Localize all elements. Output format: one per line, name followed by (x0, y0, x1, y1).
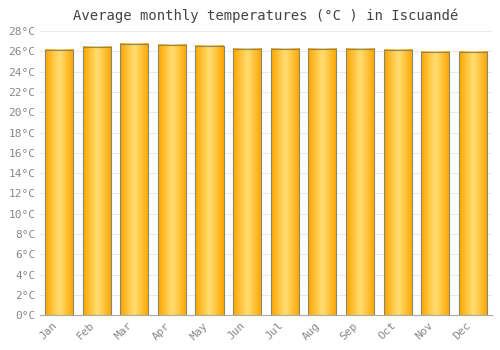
Bar (45, 50, 73, 315)
Bar (384, 50, 411, 315)
Bar (346, 49, 374, 315)
Bar (233, 49, 261, 315)
Bar (458, 52, 487, 315)
Bar (120, 44, 148, 315)
Bar (82, 47, 110, 315)
Bar (270, 49, 299, 315)
Bar (158, 45, 186, 315)
Bar (421, 52, 450, 315)
Bar (196, 46, 224, 315)
Title: Average monthly temperatures (°C ) in Iscuandé: Average monthly temperatures (°C ) in Is… (74, 8, 458, 23)
Bar (308, 49, 336, 315)
